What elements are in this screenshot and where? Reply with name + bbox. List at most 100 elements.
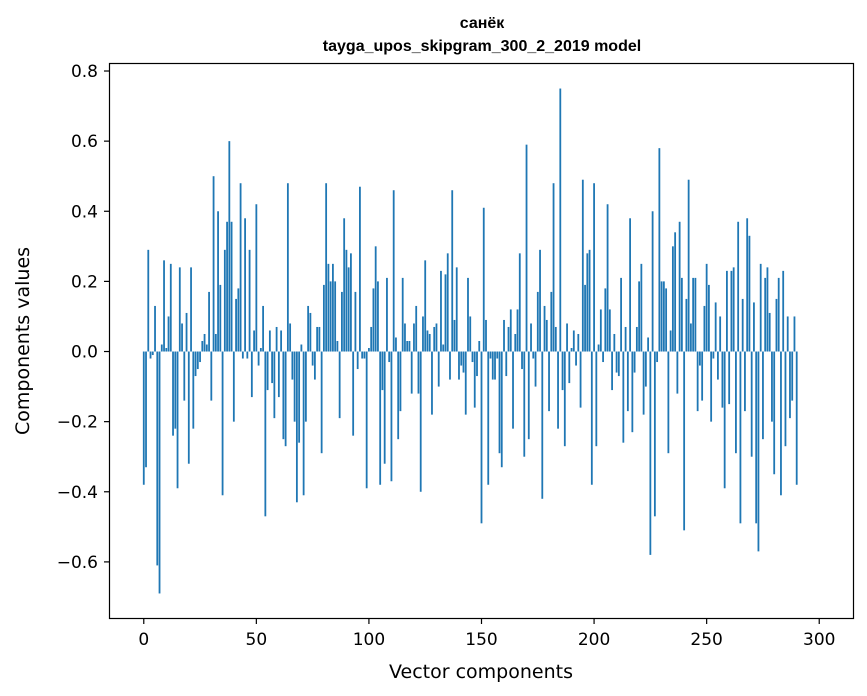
bar — [464, 351, 467, 415]
bar — [728, 351, 731, 405]
bar — [683, 351, 686, 531]
x-tick-label: 50 — [246, 630, 268, 650]
bar — [530, 323, 532, 352]
bar — [214, 333, 217, 352]
bar — [548, 351, 550, 412]
bar — [615, 351, 618, 373]
bar — [500, 351, 503, 468]
bar — [678, 221, 681, 352]
bar — [755, 351, 758, 524]
bar — [190, 267, 192, 352]
bar — [480, 351, 483, 524]
bar — [246, 351, 249, 359]
bar — [232, 351, 235, 422]
bar — [397, 351, 400, 440]
bar — [613, 333, 616, 352]
bar — [552, 183, 555, 352]
bar — [404, 323, 406, 352]
bar — [671, 246, 674, 352]
bar — [352, 351, 355, 436]
bar — [662, 281, 665, 352]
bar — [401, 277, 404, 352]
bar — [176, 351, 179, 489]
bar — [581, 179, 584, 352]
bar — [410, 351, 413, 394]
bar — [689, 323, 692, 352]
bar — [302, 351, 305, 496]
bar — [512, 351, 514, 429]
bar — [705, 263, 708, 352]
bar — [259, 348, 262, 352]
bar — [266, 351, 269, 391]
bar — [284, 351, 287, 447]
y-tick-label: −0.6 — [57, 553, 98, 573]
bar — [350, 253, 352, 352]
bar — [154, 305, 156, 352]
bar — [651, 211, 654, 352]
bar — [428, 333, 431, 352]
bar — [187, 351, 190, 464]
bar — [165, 348, 168, 352]
chart-title: санёк — [460, 15, 506, 32]
bar — [221, 351, 224, 496]
bar — [696, 351, 699, 412]
bar — [631, 351, 634, 433]
bar — [160, 344, 163, 352]
bar — [527, 351, 530, 440]
bar — [746, 218, 749, 352]
bar — [201, 341, 204, 352]
bar — [730, 270, 733, 352]
bar — [532, 351, 535, 359]
bar — [782, 270, 785, 352]
bar — [237, 288, 240, 352]
bar — [455, 267, 458, 352]
bar — [640, 263, 643, 352]
bar — [151, 351, 154, 356]
bar — [597, 344, 600, 352]
bar — [723, 351, 726, 489]
bar — [311, 351, 314, 366]
bar — [199, 351, 201, 363]
bar — [239, 183, 242, 352]
bar — [692, 277, 695, 352]
bar — [230, 221, 233, 352]
bar — [575, 351, 577, 366]
bar — [338, 351, 341, 419]
bar — [293, 351, 296, 422]
bar — [757, 351, 760, 552]
x-axis-label: Vector components — [389, 661, 573, 683]
bar — [469, 316, 472, 352]
bar — [784, 351, 787, 447]
bar — [280, 330, 283, 352]
bar — [291, 351, 294, 380]
bar — [653, 351, 656, 517]
x-tick-label: 100 — [353, 630, 385, 650]
bar — [289, 323, 292, 352]
bar — [748, 235, 751, 352]
bar — [460, 351, 463, 366]
bar — [476, 351, 478, 377]
bar — [347, 267, 350, 352]
bar — [437, 351, 440, 387]
bar — [714, 302, 717, 352]
y-tick-label: −0.4 — [57, 483, 98, 503]
bar — [633, 351, 636, 373]
bar — [777, 277, 780, 352]
bar — [494, 351, 496, 380]
bar — [482, 207, 485, 352]
bar — [667, 351, 670, 454]
bar — [383, 351, 386, 464]
bar — [158, 351, 161, 594]
bar — [250, 351, 253, 398]
bar — [566, 323, 568, 352]
bar — [604, 288, 607, 352]
bar — [313, 351, 316, 380]
bar — [622, 351, 625, 443]
bar — [307, 305, 310, 352]
bar — [617, 351, 620, 377]
bar — [433, 326, 436, 352]
bar — [147, 249, 150, 352]
bar — [793, 316, 796, 352]
bar — [534, 351, 537, 387]
bar — [356, 351, 359, 370]
